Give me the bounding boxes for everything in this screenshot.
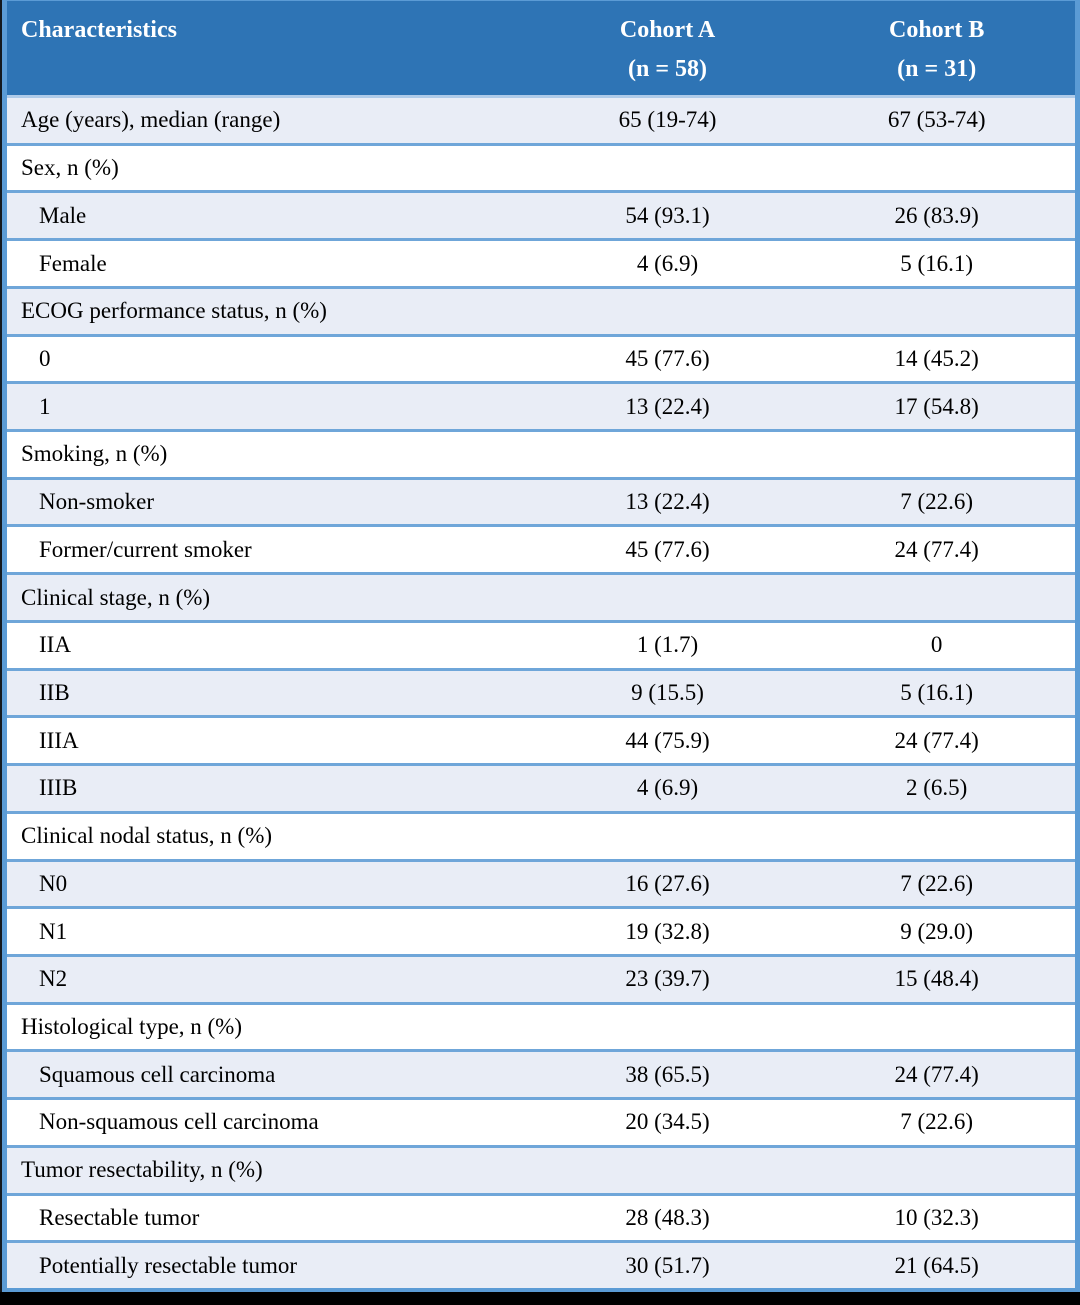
cohort-b-value: 26 (83.9) xyxy=(894,202,979,228)
table-row: IIIB 4 (6.9) 2 (6.5) xyxy=(7,763,1075,811)
row-label: Histological type, n (%) xyxy=(21,1014,243,1040)
table-row: Resectable tumor 28 (48.3) 10 (32.3) xyxy=(7,1192,1075,1241)
table-header-row: Characteristics Cohort A (n = 58) Cohort… xyxy=(7,1,1075,98)
table-row: ECOG performance status, n (%) xyxy=(7,285,1075,334)
cohort-a-value: 16 (27.6) xyxy=(625,870,710,896)
row-label: Age (years), median (range) xyxy=(21,107,281,133)
row-label: N1 xyxy=(39,918,68,944)
row-label: Former/current smoker xyxy=(39,536,252,562)
cohort-b-value: 7 (22.6) xyxy=(900,1109,974,1135)
row-label: IIIA xyxy=(39,727,79,753)
cohort-a-value: 4 (6.9) xyxy=(636,250,699,276)
header-cohort-a-n: (n = 58) xyxy=(628,56,708,82)
header-cohort-a-cell: Cohort A (n = 58) xyxy=(537,1,799,95)
table-row: 1 13 (22.4) 17 (54.8) xyxy=(7,381,1075,430)
table-row: IIA 1 (1.7) 0 xyxy=(7,619,1075,668)
row-label: IIIB xyxy=(39,775,78,801)
cohort-b-value: 17 (54.8) xyxy=(894,393,979,419)
row-label: IIA xyxy=(39,632,71,658)
cohort-a-value: 1 (1.7) xyxy=(636,632,699,658)
row-label: IIB xyxy=(39,679,70,705)
cohort-a-value: 54 (93.1) xyxy=(625,202,710,228)
row-label: Smoking, n (%) xyxy=(21,441,168,467)
cohort-b-value: 15 (48.4) xyxy=(894,966,979,992)
cohort-b-value: 14 (45.2) xyxy=(894,345,979,371)
header-cohort-a-label: Cohort A xyxy=(619,17,716,43)
table-row: Clinical stage, n (%) xyxy=(7,572,1075,620)
header-characteristics-label: Characteristics xyxy=(21,17,177,43)
cohort-a-value: 65 (19-74) xyxy=(618,107,717,133)
table-row: N0 16 (27.6) 7 (22.6) xyxy=(7,858,1075,907)
cohort-a-value: 9 (15.5) xyxy=(631,679,704,705)
cohort-a-value: 45 (77.6) xyxy=(625,536,710,562)
cohort-a-value: 13 (22.4) xyxy=(625,393,710,419)
row-label: N2 xyxy=(39,966,68,992)
table-row: Clinical nodal status, n (%) xyxy=(7,810,1075,859)
cohort-b-value: 9 (29.0) xyxy=(900,918,974,944)
cohort-b-value: 2 (6.5) xyxy=(906,775,968,801)
table-row: 0 45 (77.6) 14 (45.2) xyxy=(7,333,1075,382)
table-row: Squamous cell carcinoma 38 (65.5) 24 (77.4… xyxy=(7,1049,1075,1098)
table-row: Female 4 (6.9) 5 (16.1) xyxy=(7,238,1075,286)
cohort-a-value: 28 (48.3) xyxy=(625,1204,710,1230)
table-row: N1 19 (32.8) 9 (29.0) xyxy=(7,906,1075,954)
row-label: Tumor resectability, n (%) xyxy=(21,1157,263,1183)
row-label: 0 xyxy=(39,345,51,371)
cohort-a-value: 19 (32.8) xyxy=(625,918,710,944)
table-row: Former/current smoker 45 (77.6) 24 (77.4) xyxy=(7,524,1075,573)
row-label: 1 xyxy=(39,393,51,419)
cohort-a-value: 4 (6.9) xyxy=(636,775,699,801)
cohort-b-value: 5 (16.1) xyxy=(900,679,974,705)
table-row: Tumor resectability, n (%) xyxy=(7,1144,1075,1193)
cohort-a-value: 23 (39.7) xyxy=(625,966,710,992)
cohort-a-value: 20 (34.5) xyxy=(625,1109,710,1135)
header-characteristics-cell: Characteristics xyxy=(7,1,537,95)
row-label: Non-squamous cell carcinoma xyxy=(39,1109,319,1135)
cohort-b-value: 24 (77.4) xyxy=(894,1061,979,1087)
cohort-b-value: 7 (22.6) xyxy=(900,489,974,515)
table-row: Histological type, n (%) xyxy=(7,1001,1075,1050)
cohort-b-value: 0 xyxy=(930,632,943,658)
cohort-a-value: 44 (75.9) xyxy=(625,727,710,753)
cohort-a-value: 13 (22.4) xyxy=(625,489,710,515)
table-row: N2 23 (39.7) 15 (48.4) xyxy=(7,953,1075,1002)
table-body: Age (years), median (range) 65 (19-74) 67 … xyxy=(7,98,1075,1288)
cohort-b-value: 21 (64.5) xyxy=(894,1252,979,1278)
table-row: IIB 9 (15.5) 5 (16.1) xyxy=(7,667,1075,716)
cohort-a-value: 38 (65.5) xyxy=(625,1061,710,1087)
table-row: Male 54 (93.1) 26 (83.9) xyxy=(7,190,1075,239)
row-label: ECOG performance status, n (%) xyxy=(21,298,327,324)
header-cohort-b-label: Cohort B xyxy=(889,17,985,43)
row-label: Non-smoker xyxy=(39,489,154,515)
cohort-b-value: 5 (16.1) xyxy=(900,250,974,276)
row-label: Squamous cell carcinoma xyxy=(39,1061,276,1087)
cohort-b-value: 24 (77.4) xyxy=(894,727,979,753)
row-label: Male xyxy=(39,202,87,228)
row-label: Sex, n (%) xyxy=(21,155,119,181)
table-row: Age (years), median (range) 65 (19-74) 67 … xyxy=(7,98,1075,143)
table-row: Non-squamous cell carcinoma 20 (34.5) 7 (2… xyxy=(7,1097,1075,1145)
row-label: N0 xyxy=(39,870,68,896)
row-label: Female xyxy=(39,250,107,276)
header-cohort-b-n: (n = 31) xyxy=(897,56,977,82)
table-row: Smoking, n (%) xyxy=(7,429,1075,477)
header-cohort-b-cell: Cohort B (n = 31) xyxy=(798,1,1075,95)
table-row: Potentially resectable tumor 30 (51.7) 21 … xyxy=(7,1240,1075,1288)
row-label: Clinical stage, n (%) xyxy=(21,584,211,610)
cohort-b-value: 67 (53-74) xyxy=(887,107,986,133)
cohort-b-value: 24 (77.4) xyxy=(894,536,979,562)
row-label: Clinical nodal status, n (%) xyxy=(21,823,273,849)
table-row: Non-smoker 13 (22.4) 7 (22.6) xyxy=(7,476,1075,525)
row-label: Potentially resectable tumor xyxy=(39,1252,298,1278)
table-row: Sex, n (%) xyxy=(7,142,1075,191)
cohort-a-value: 45 (77.6) xyxy=(625,345,710,371)
cohort-b-value: 7 (22.6) xyxy=(900,870,974,896)
row-label: Resectable tumor xyxy=(39,1204,200,1230)
cohort-b-value: 10 (32.3) xyxy=(894,1204,979,1230)
table-row: IIIA 44 (75.9) 24 (77.4) xyxy=(7,715,1075,764)
cohort-a-value: 30 (51.7) xyxy=(625,1252,710,1278)
